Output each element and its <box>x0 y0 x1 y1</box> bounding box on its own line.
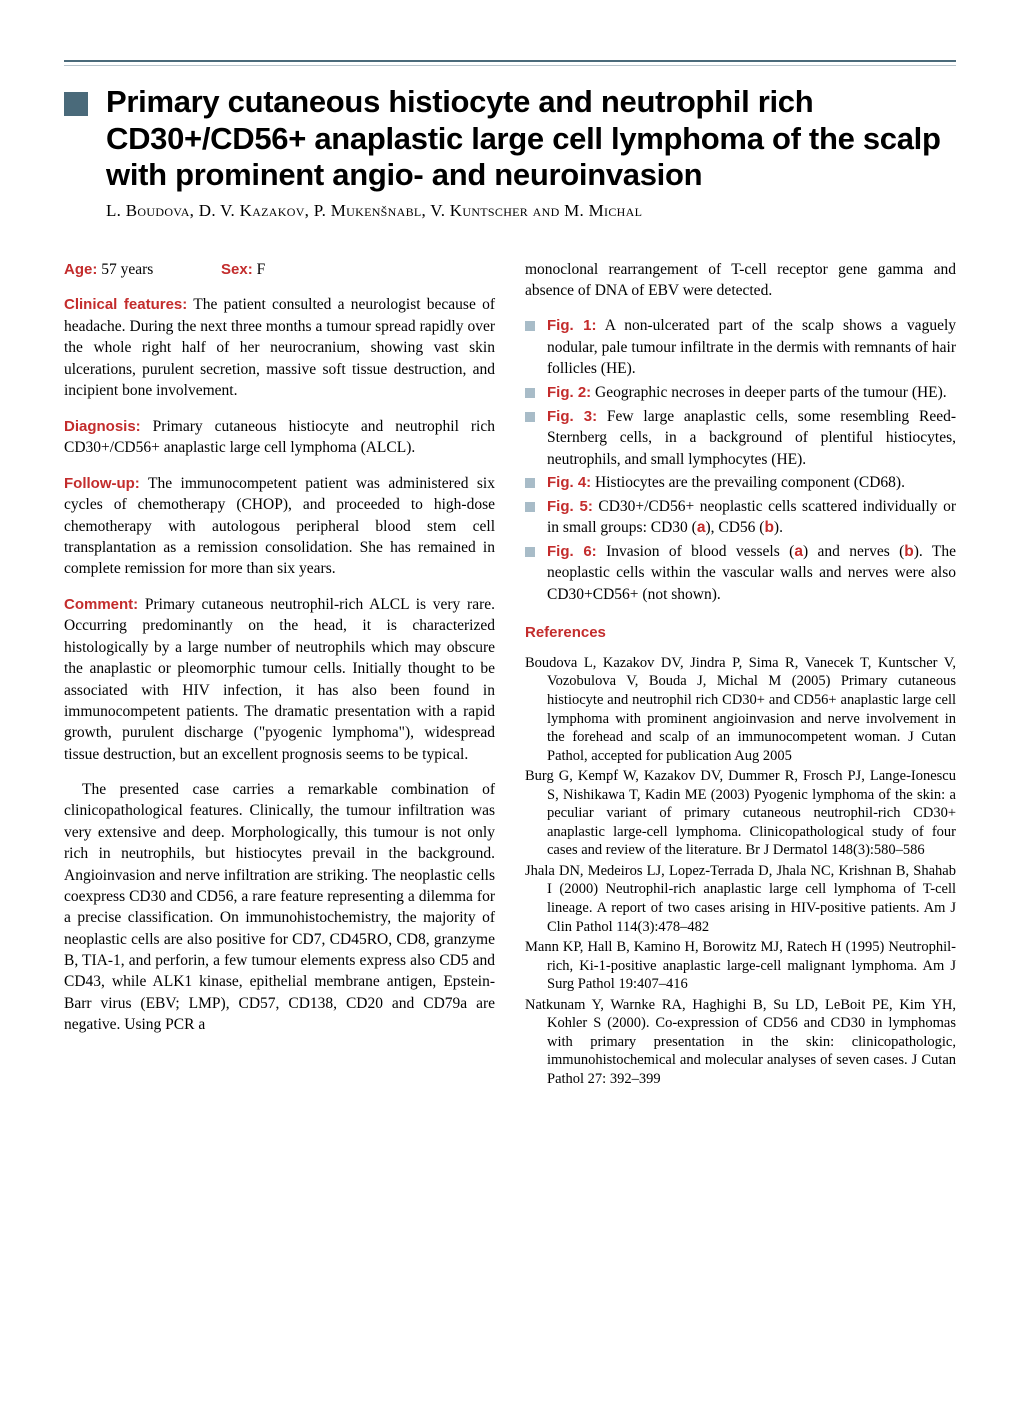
comment-p1: Comment: Primary cutaneous neutrophil-ri… <box>64 594 495 765</box>
fig-6: Fig. 6: Invasion of blood vessels (a) an… <box>525 541 956 605</box>
fig-2: Fig. 2: Geographic necroses in deeper pa… <box>525 382 956 404</box>
clinical-label: Clinical features: <box>64 296 187 313</box>
sex-label: Sex: <box>221 261 253 278</box>
two-column-body: Age: 57 years Sex: F Clinical features: … <box>64 259 956 1091</box>
figure-list: Fig. 1: A non-ulcerated part of the scal… <box>525 315 956 605</box>
comment-p1-text: Primary cutaneous neutrophil-rich ALCL i… <box>64 596 495 763</box>
article-title: Primary cutaneous histiocyte and neutrop… <box>106 84 956 194</box>
fig-2-label: Fig. 2: <box>547 384 591 401</box>
fig-1-label: Fig. 1: <box>547 317 596 334</box>
followup-label: Follow-up: <box>64 475 140 492</box>
left-column: Age: 57 years Sex: F Clinical features: … <box>64 259 495 1091</box>
fig-6-label: Fig. 6: <box>547 543 597 560</box>
clinical-features: Clinical features: The patient consulted… <box>64 294 495 401</box>
sex-value: F <box>257 261 266 278</box>
col2-lead: monoclonal rearrangement of T-cell recep… <box>525 259 956 302</box>
diagnosis-label: Diagnosis: <box>64 418 141 435</box>
follow-up: Follow-up: The immunocompetent patient w… <box>64 473 495 580</box>
age-label: Age: <box>64 261 97 278</box>
reference-2: Burg G, Kempf W, Kazakov DV, Dummer R, F… <box>525 767 956 860</box>
reference-3: Jhala DN, Medeiros LJ, Lopez-Terrada D, … <box>525 862 956 936</box>
reference-5: Natkunam Y, Warnke RA, Haghighi B, Su LD… <box>525 996 956 1089</box>
fig-4-label: Fig. 4: <box>547 474 591 491</box>
fig-6-a: a <box>794 543 803 560</box>
comment-p2: The presented case carries a remarkable … <box>64 779 495 1036</box>
reference-1: Boudova L, Kazakov DV, Jindra P, Sima R,… <box>525 654 956 765</box>
meta-line: Age: 57 years Sex: F <box>64 259 495 281</box>
authors-line: L. Boudova, D. V. Kazakov, P. Mukenšnabl… <box>106 200 956 223</box>
comment-label: Comment: <box>64 596 138 613</box>
fig-5-label: Fig. 5: <box>547 498 593 515</box>
fig-3-label: Fig. 3: <box>547 408 597 425</box>
fig-6-b: b <box>904 543 913 560</box>
right-column: monoclonal rearrangement of T-cell recep… <box>525 259 956 1091</box>
fig-3-text: Few large anaplastic cells, some resembl… <box>547 408 956 468</box>
fig-1-text: A non-ulcerated part of the scalp shows … <box>547 317 956 377</box>
fig-5-mid: ), CD56 ( <box>705 519 764 536</box>
fig-2-text: Geographic necroses in deeper parts of t… <box>591 384 947 401</box>
fig-5-b: b <box>764 519 773 536</box>
fig-6-pre: Invasion of blood vessels ( <box>597 543 795 560</box>
title-block: Primary cutaneous histiocyte and neutrop… <box>64 84 956 194</box>
title-square-icon <box>64 92 88 116</box>
fig-3: Fig. 3: Few large anaplastic cells, some… <box>525 406 956 470</box>
fig-6-mid1: ) and nerves ( <box>803 543 904 560</box>
diagnosis: Diagnosis: Primary cutaneous histiocyte … <box>64 416 495 459</box>
header-rule <box>64 60 956 66</box>
fig-4: Fig. 4: Histiocytes are the prevailing c… <box>525 472 956 494</box>
reference-4: Mann KP, Hall B, Kamino H, Borowitz MJ, … <box>525 938 956 994</box>
references-heading: References <box>525 623 956 644</box>
fig-4-text: Histiocytes are the prevailing component… <box>591 474 905 491</box>
age-value: 57 years <box>101 261 153 278</box>
fig-1: Fig. 1: A non-ulcerated part of the scal… <box>525 315 956 379</box>
fig-5: Fig. 5: CD30+/CD56+ neoplastic cells sca… <box>525 496 956 539</box>
fig-5-post: ). <box>774 519 783 536</box>
